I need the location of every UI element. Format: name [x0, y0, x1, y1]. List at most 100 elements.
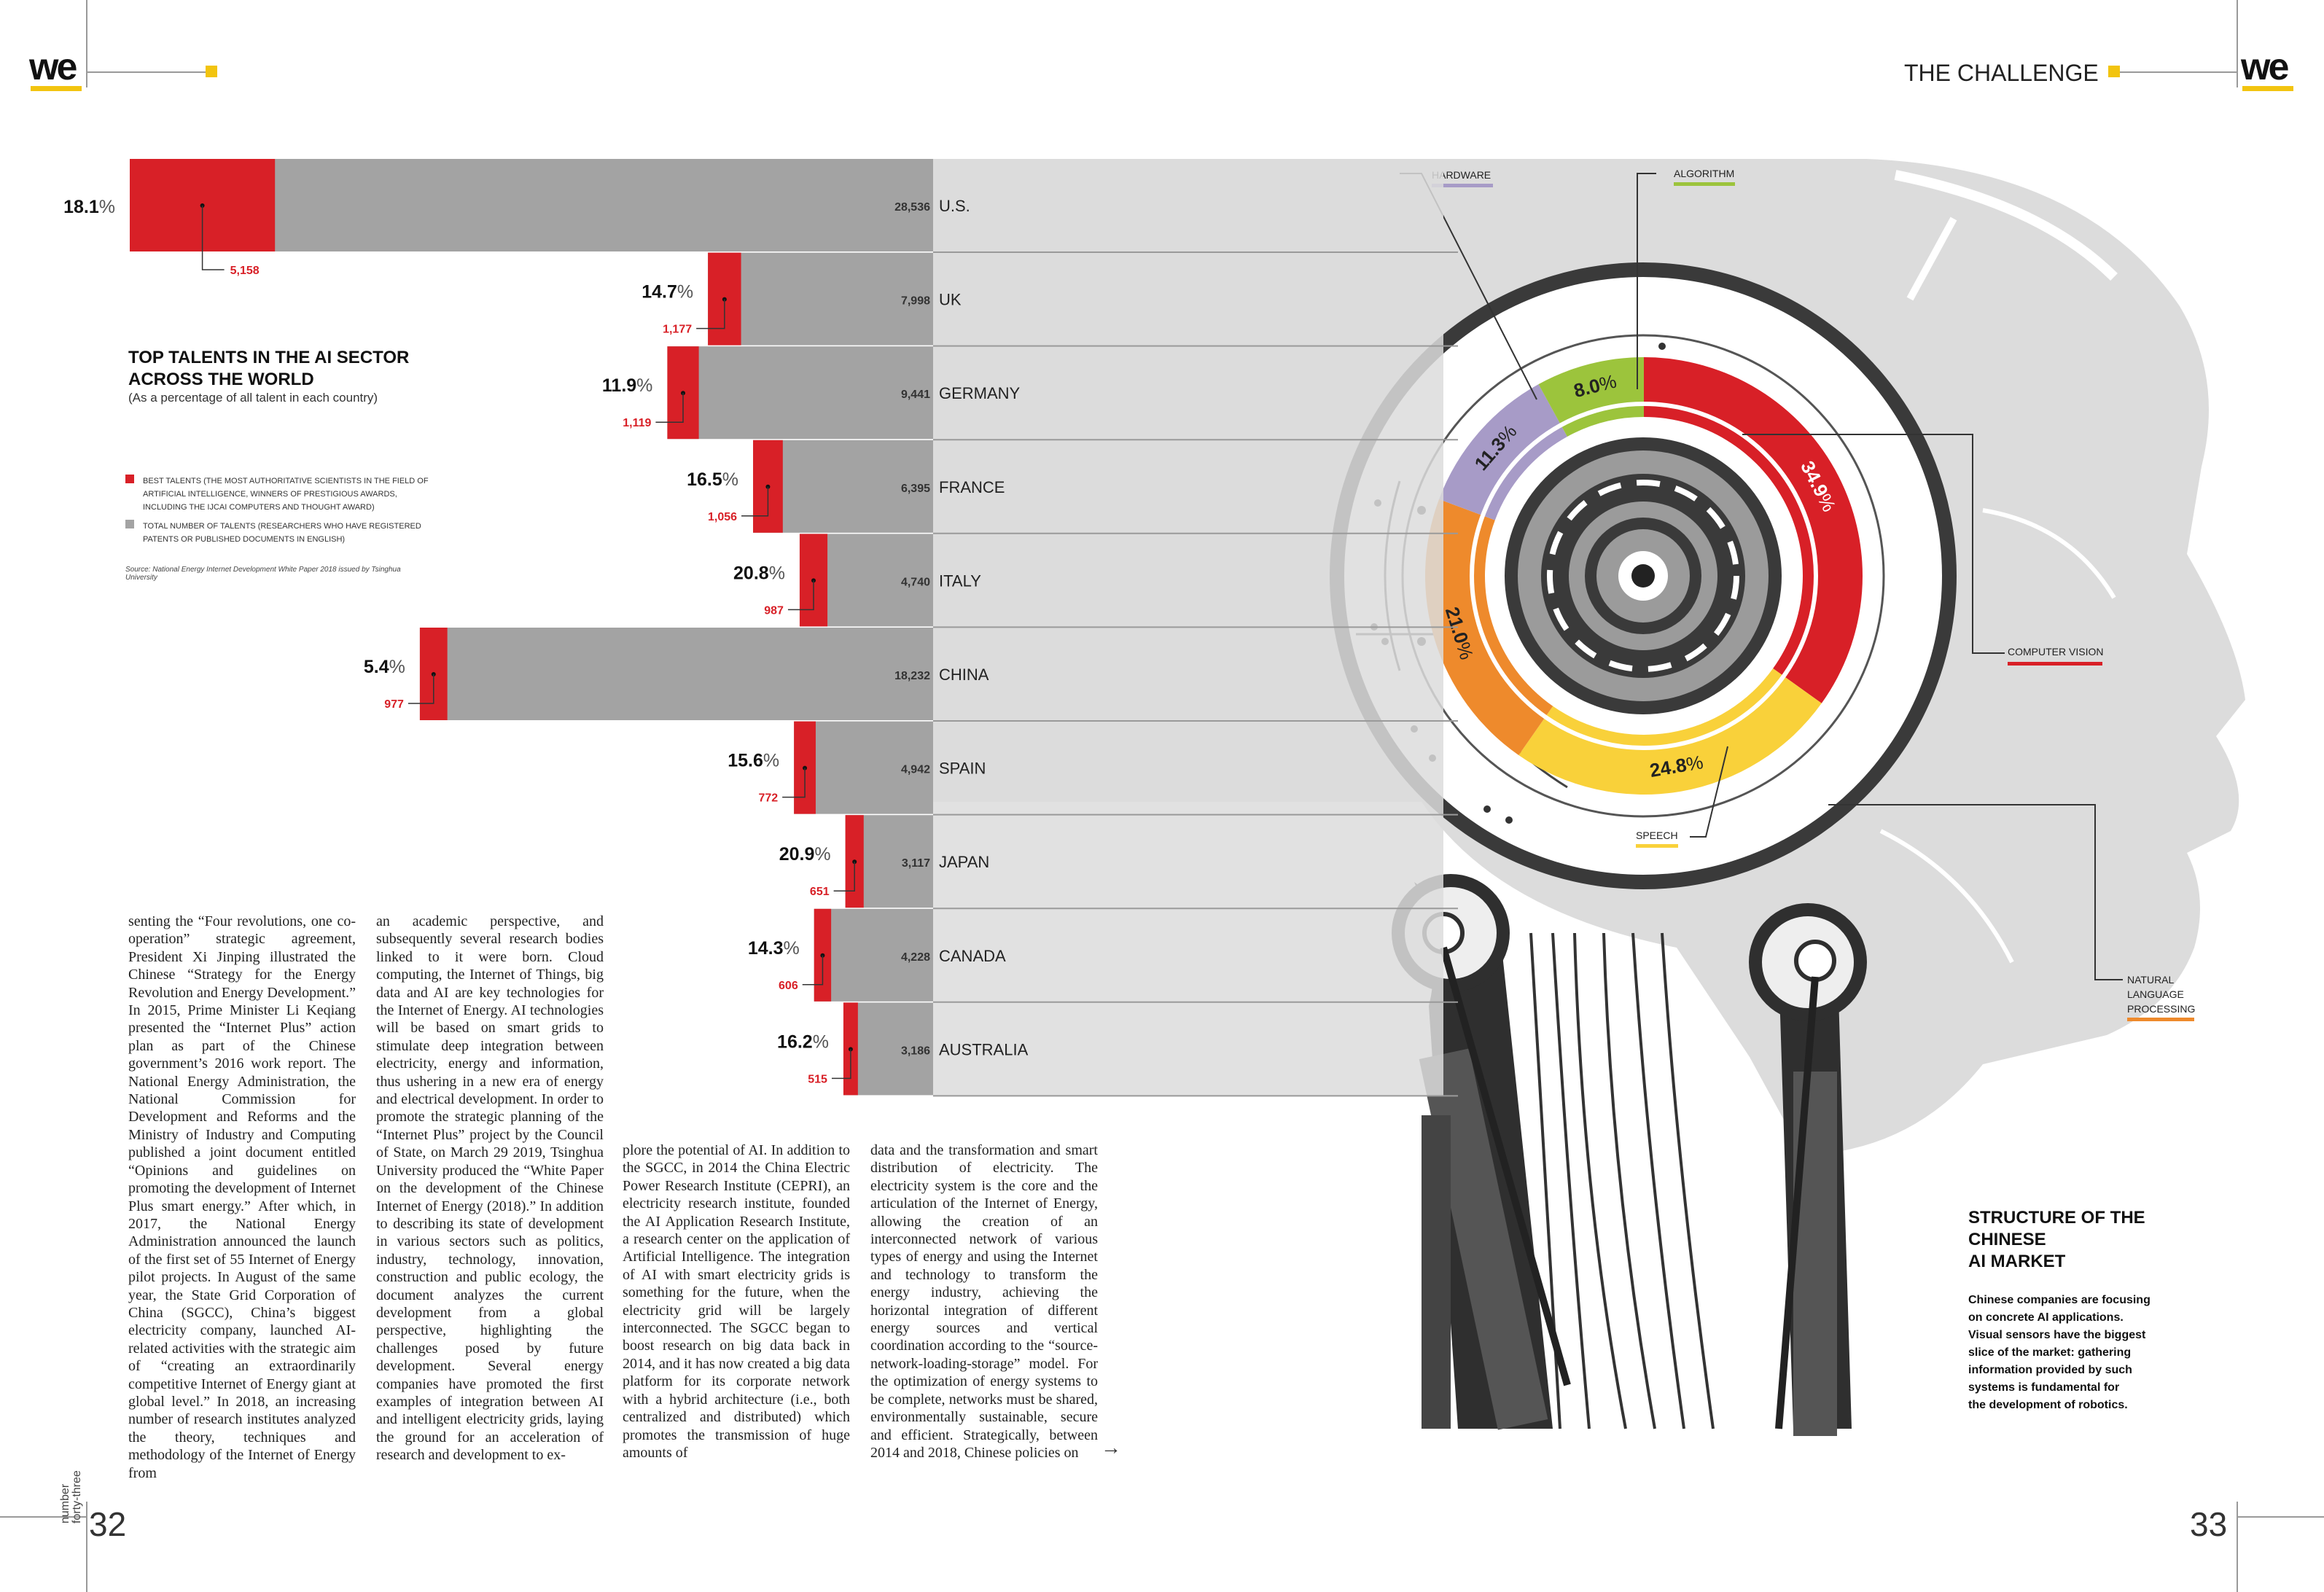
country-label: GERMANY: [939, 384, 1021, 402]
percent-label: 18.1%: [63, 197, 115, 217]
percent-unit: %: [99, 197, 115, 217]
total-value: 7,998: [901, 295, 930, 308]
country-label: CHINA: [939, 666, 989, 684]
label-computer-vision-underline: [2008, 662, 2102, 666]
donut-slice: [1425, 499, 1553, 755]
legend-swatch-best: [125, 475, 134, 483]
percent-unit: %: [636, 375, 652, 396]
article-column-3: plore the potential of AI. In addition t…: [623, 1142, 850, 1461]
label-nlp-line2: LANGUAGE: [2127, 988, 2184, 1000]
best-leader: [408, 674, 434, 704]
label-computer-vision: COMPUTER VISION: [2008, 646, 2104, 658]
best-value: 5,158: [230, 265, 260, 277]
best-value: 987: [764, 604, 784, 617]
percent-label: 11.9%: [602, 375, 653, 396]
total-value: 6,395: [901, 483, 930, 495]
best-value: 1,177: [663, 324, 692, 336]
best-leader: [833, 862, 855, 891]
market-description-line: information provided by such: [1968, 1364, 2132, 1376]
total-bar: [419, 628, 933, 720]
total-bar: [708, 252, 933, 346]
market-title-2: AI MARKET: [1968, 1252, 2066, 1271]
donut-slice: [1644, 357, 1863, 703]
percent-unit: %: [814, 844, 830, 865]
header-square-left: [206, 66, 217, 77]
donut-inner-ring: [1470, 402, 1818, 750]
market-donut-chart: 34.9%24.8%21.0%11.3%8.0%: [1425, 357, 1863, 795]
percent-unit: %: [389, 657, 405, 677]
country-label: U.S.: [939, 197, 970, 215]
logo-right: we: [2241, 46, 2289, 88]
header-square-right: [2108, 66, 2120, 77]
percent-unit: %: [769, 563, 785, 583]
market-description-line: the development of robotics.: [1968, 1399, 2128, 1411]
label-speech-underline: [1636, 844, 1678, 848]
label-hardware: HARDWARE: [1432, 169, 1492, 181]
logo-left-underline: [31, 86, 82, 91]
best-value: 772: [758, 792, 778, 805]
market-heading: STRUCTURE OF THE CHINESE AI MARKET Chine…: [1968, 1207, 2216, 1414]
label-nlp: NATURAL LANGUAGE PROCESSING: [2127, 972, 2195, 1016]
country-label: AUSTRALIA: [939, 1040, 1029, 1058]
label-algorithm: ALGORITHM: [1674, 168, 1735, 179]
best-leader: [802, 955, 824, 986]
total-bar: [814, 908, 933, 1002]
best-value: 1,056: [708, 511, 737, 523]
label-speech: SPEECH: [1636, 830, 1678, 841]
header: we THE CHALLENGE we: [0, 0, 2324, 95]
percent-label: 20.8%: [733, 563, 785, 583]
total-value: 4,942: [901, 764, 930, 776]
header-rule-right: [2120, 71, 2237, 73]
total-bar: [794, 721, 933, 814]
issue-line-2: forty-three: [71, 1470, 83, 1523]
talent-chart-subtitle: (As a percentage of all talent in each c…: [128, 391, 378, 405]
footer-rule-left: [0, 1516, 86, 1518]
percent-label: 5.4%: [364, 657, 405, 677]
best-value: 515: [808, 1073, 827, 1085]
total-bar: [667, 346, 933, 440]
talent-chart-title-2: ACROSS THE WORLD: [128, 370, 314, 389]
page-number-right: 33: [2190, 1505, 2228, 1543]
market-title-1: STRUCTURE OF THE CHINESE: [1968, 1208, 2145, 1249]
market-description-line: Visual sensors have the biggest: [1968, 1329, 2146, 1341]
section-title: THE CHALLENGE: [1904, 60, 2099, 86]
article-column-2: an academic perspective, and subsequentl…: [376, 913, 604, 1464]
percent-unit: %: [722, 469, 738, 490]
label-hardware-underline: [1432, 184, 1493, 187]
percent-unit: %: [783, 938, 799, 959]
donut-slice: [1439, 384, 1567, 520]
country-label: JAPAN: [939, 853, 989, 871]
page-number-left: 32: [89, 1505, 127, 1543]
total-value: 4,228: [901, 951, 930, 964]
best-value: 1,119: [623, 417, 651, 429]
total-value: 28,536: [894, 201, 930, 214]
best-leader: [201, 206, 225, 270]
percent-label: 16.2%: [777, 1031, 829, 1052]
percent-unit: %: [813, 1031, 829, 1052]
article-column-1: senting the “Four revolutions, one co-op…: [128, 913, 356, 1481]
best-leader: [741, 486, 769, 517]
header-rule-left: [86, 71, 210, 73]
label-nlp-underline: [2127, 1018, 2194, 1021]
crop-line: [86, 1502, 87, 1592]
total-value: 4,740: [901, 576, 930, 588]
percent-label: 14.7%: [642, 282, 693, 303]
label-nlp-line1: NATURAL: [2127, 974, 2175, 986]
total-value: 3,186: [901, 1045, 930, 1057]
legend-item-best: BEST TALENTS (THE MOST AUTHORITATIVE SCI…: [125, 474, 432, 513]
crop-line: [86, 0, 87, 87]
logo-right-underline: [2242, 86, 2293, 91]
legend-swatch-total: [125, 520, 134, 528]
label-algorithm-underline: [1674, 182, 1735, 186]
country-label: SPAIN: [939, 760, 986, 778]
total-value: 9,441: [901, 389, 930, 401]
percent-label: 14.3%: [748, 938, 800, 959]
talent-chart-heading: TOP TALENTS IN THE AI SECTOR ACROSS THE …: [128, 347, 420, 405]
best-leader: [831, 1049, 851, 1080]
best-leader: [655, 393, 684, 423]
logo-left: we: [29, 46, 77, 88]
best-leader: [787, 580, 814, 611]
total-bar: [753, 440, 933, 533]
legend-label-best: BEST TALENTS (THE MOST AUTHORITATIVE SCI…: [143, 477, 429, 512]
